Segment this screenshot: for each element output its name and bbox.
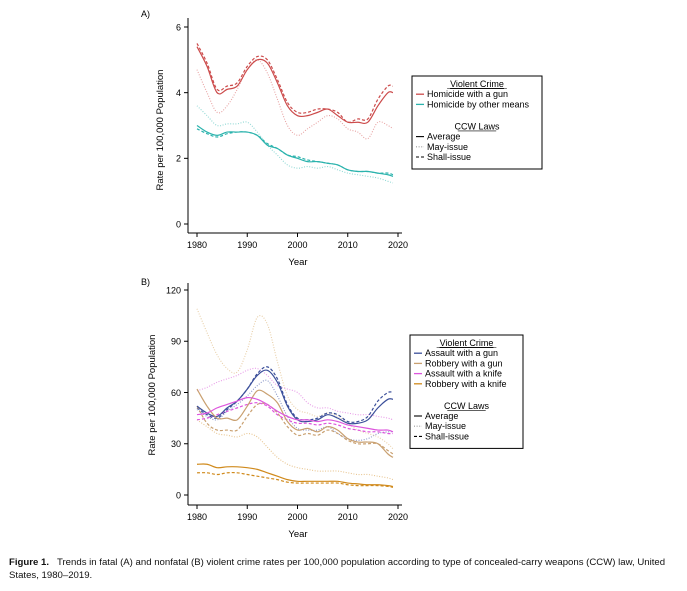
series-line-homicide-with-a-gun-average bbox=[196, 46, 394, 125]
series-line-homicide-by-other-means-average bbox=[196, 124, 394, 177]
legend-entry-homicide-by-other-means: Homicide by other means bbox=[427, 99, 530, 109]
y-tick-label: 60 bbox=[171, 388, 181, 398]
x-tick-label: 2020 bbox=[388, 512, 408, 522]
x-tick-label: 2010 bbox=[338, 240, 358, 250]
panel-b-label: B) bbox=[141, 277, 150, 287]
panel-b-axes: 0 30 60 90 120 1980 1990 2000 2010 2020 bbox=[166, 283, 408, 522]
x-tick-label: 2000 bbox=[287, 512, 307, 522]
legend-title-ccw-laws: CCW Laws bbox=[454, 121, 500, 131]
legend-title-ccw-laws: CCW Laws bbox=[444, 401, 490, 411]
y-tick-label: 90 bbox=[171, 337, 181, 347]
panel-a-label: A) bbox=[141, 9, 150, 19]
series-line-homicide-with-a-gun-shall-issue bbox=[196, 43, 394, 124]
legend-title-violent-crime: Violent Crime bbox=[440, 338, 494, 348]
y-tick-label: 4 bbox=[176, 88, 181, 98]
series-line-assault-with-a-knife-shall-issue bbox=[196, 402, 393, 435]
series-line-robbery-with-a-gun-shall-issue bbox=[196, 402, 394, 455]
legend-entry-assault-with-a-gun: Assault with a gun bbox=[425, 348, 498, 358]
legend-entry-robbery-with-a-knife: Robbery with a knife bbox=[425, 379, 507, 389]
panel-a-chart: A) 0 2 4 6 1980 1990 2000 2010 2020 Rate per 100… bbox=[141, 9, 543, 268]
legend-entry-may-issue: May-issue bbox=[427, 142, 468, 152]
x-tick-label: 1980 bbox=[187, 512, 207, 522]
legend-entry-may-issue: May-issue bbox=[425, 421, 466, 431]
panel-b-y-axis-label: Rate per 100,000 Population bbox=[147, 335, 158, 456]
panel-b-series bbox=[196, 308, 394, 488]
caption-label: Figure 1. bbox=[9, 557, 49, 568]
series-line-assault-with-a-knife-average bbox=[196, 396, 394, 433]
y-tick-label: 0 bbox=[176, 490, 181, 500]
legend-entry-shall-issue: Shall-issue bbox=[425, 431, 469, 441]
x-tick-label: 2000 bbox=[287, 240, 307, 250]
x-tick-label: 1990 bbox=[237, 240, 257, 250]
panel-a-x-axis-label: Year bbox=[288, 257, 307, 268]
series-line-robbery-with-a-gun-may-issue bbox=[196, 308, 394, 450]
x-tick-label: 1990 bbox=[237, 512, 257, 522]
x-tick-label: 1980 bbox=[187, 240, 207, 250]
legend-entry-average: Average bbox=[425, 411, 458, 421]
series-line-robbery-with-a-knife-may-issue bbox=[196, 419, 394, 481]
x-tick-label: 2010 bbox=[338, 512, 358, 522]
y-tick-label: 2 bbox=[176, 154, 181, 164]
legend-box bbox=[409, 334, 524, 449]
series-line-robbery-with-a-knife-average bbox=[196, 463, 394, 488]
y-tick-label: 120 bbox=[166, 285, 181, 295]
legend-box bbox=[411, 75, 543, 170]
panel-a-y-axis-label: Rate per 100,000 Population bbox=[155, 70, 166, 191]
legend-title-violent-crime: Violent Crime bbox=[450, 79, 504, 89]
series-line-assault-with-a-knife-may-issue bbox=[196, 367, 394, 421]
y-tick-label: 30 bbox=[171, 439, 181, 449]
legend-entry-average: Average bbox=[427, 132, 460, 142]
panel-b-chart: B) 0 30 60 90 120 1980 1990 2000 2010 2020 Rate p… bbox=[141, 277, 524, 540]
legend-entry-shall-issue: Shall-issue bbox=[427, 152, 471, 162]
series-line-homicide-by-other-means-shall-issue bbox=[196, 128, 394, 176]
panel-b-x-axis-label: Year bbox=[288, 529, 307, 540]
y-tick-label: 0 bbox=[176, 219, 181, 229]
caption-text: Trends in fatal (A) and nonfatal (B) vio… bbox=[9, 557, 666, 581]
legend-entry-homicide-with-a-gun: Homicide with a gun bbox=[427, 89, 508, 99]
figure-caption: Figure 1. Trends in fatal (A) and nonfat… bbox=[9, 556, 684, 582]
legend-entry-robbery-with-a-gun: Robbery with a gun bbox=[425, 358, 503, 368]
series-line-homicide-with-a-gun-may-issue bbox=[196, 59, 394, 140]
y-tick-label: 6 bbox=[176, 22, 181, 32]
panel-a-series bbox=[196, 43, 394, 184]
series-line-robbery-with-a-gun-average bbox=[196, 388, 394, 458]
series-line-robbery-with-a-knife-shall-issue bbox=[196, 471, 394, 488]
series-line-assault-with-a-gun-shall-issue bbox=[196, 366, 394, 423]
legend-entry-assault-with-a-knife: Assault with a knife bbox=[425, 369, 502, 379]
panel-a-axes: 0 2 4 6 1980 1990 2000 2010 2020 bbox=[176, 18, 408, 250]
series-line-assault-with-a-gun-may-issue bbox=[196, 379, 393, 441]
x-tick-label: 2020 bbox=[388, 240, 408, 250]
